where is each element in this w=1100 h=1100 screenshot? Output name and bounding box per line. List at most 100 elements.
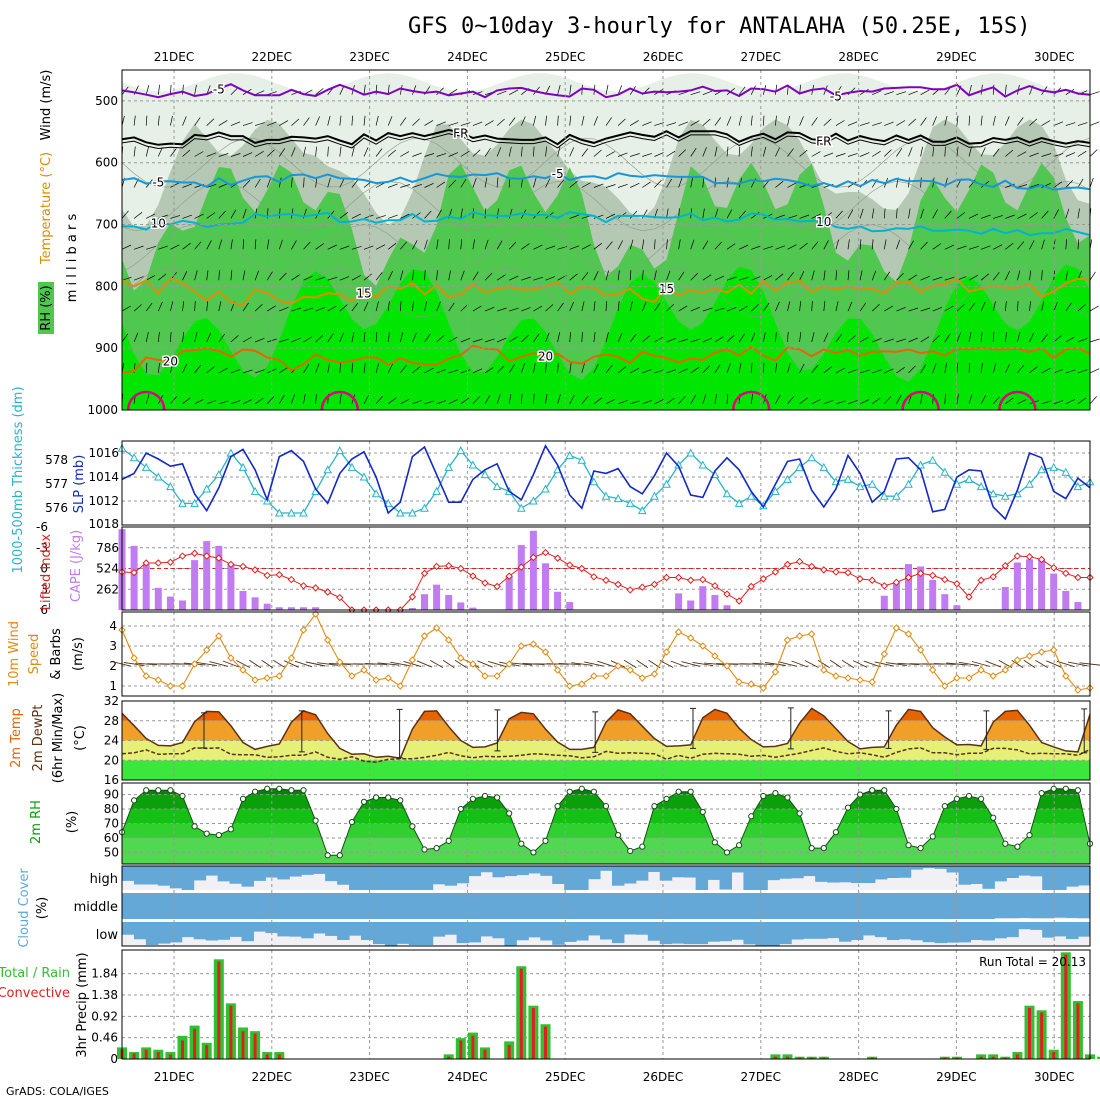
wind-barb: [206, 118, 215, 126]
wind-barb: [242, 302, 249, 312]
wind-barb: [327, 115, 331, 126]
wind-barb: [206, 212, 216, 219]
wind-barb: [1089, 368, 1100, 374]
wind-barb: [569, 214, 580, 219]
wind-speed-marker: [674, 628, 683, 636]
precip-convective-bar: [132, 1053, 136, 1059]
wind-barb: [1067, 661, 1088, 667]
cloud-bar-high: [958, 866, 971, 885]
wind-barb: [412, 152, 422, 157]
cloud-bar-high: [480, 866, 493, 873]
precip-convective-bar: [1028, 1007, 1031, 1059]
wind-barb: [1005, 149, 1014, 157]
wind-barb: [303, 393, 306, 404]
rh-marker: [1002, 840, 1009, 847]
cloud-bar-low: [743, 922, 756, 945]
cape-bar: [203, 541, 211, 610]
wind-barb: [581, 148, 589, 157]
wind-barb: [472, 208, 475, 219]
wind-barb: [690, 367, 700, 374]
thickness-marker: [299, 508, 308, 517]
wind-speed-marker: [154, 676, 163, 684]
rh-marker: [445, 837, 452, 844]
lifted-index-marker: [650, 580, 659, 589]
cloud-bar-middle: [564, 893, 577, 919]
precip-convective-bar: [483, 1049, 487, 1059]
cape-bar: [1062, 590, 1070, 610]
wind-barb: [690, 306, 701, 312]
thickness-tick-label: 577: [45, 477, 68, 491]
temp-tick-label: 16: [104, 773, 119, 787]
cloud-bar-low: [384, 922, 398, 946]
wind-barb: [896, 91, 907, 96]
wind-barb: [545, 332, 550, 343]
wind-barb: [284, 660, 299, 668]
cloud-bar-high: [564, 866, 577, 890]
cloud-bar-middle: [982, 893, 995, 919]
wind-barb: [1004, 116, 1010, 126]
cloud-bar-middle: [635, 893, 649, 919]
li-tick-label: 6: [40, 603, 48, 617]
panel-frame: [121, 611, 1091, 697]
thickness-marker: [202, 484, 212, 493]
wind-barb: [932, 306, 943, 312]
wind-barb: [859, 152, 870, 157]
wind-barb: [956, 393, 959, 404]
cloud-bar-middle: [444, 893, 458, 919]
thickness-marker: [867, 479, 877, 488]
cloud-layer-label: middle: [74, 900, 118, 915]
cloud-bar-high: [169, 866, 183, 889]
cloud-bar-middle: [157, 893, 171, 919]
wind-barb: [509, 89, 519, 96]
cloud-bar-high: [265, 866, 278, 878]
cloud-bar-low: [1006, 922, 1019, 938]
cloud-bar-low: [779, 922, 792, 945]
wind-barb: [272, 659, 286, 669]
wind-barb: [896, 208, 898, 219]
cape-bar: [421, 594, 428, 610]
cloud-bar-high: [205, 866, 219, 876]
rh-marker: [469, 795, 476, 803]
wind-barb: [787, 244, 797, 250]
precip-convective-bar: [241, 1031, 245, 1059]
wind-barb: [811, 151, 821, 157]
wind-barb: [477, 660, 493, 668]
wind-barb: [569, 362, 572, 373]
wind-barb: [533, 244, 543, 250]
cloud-bar-middle: [301, 893, 314, 919]
wind-barb: [690, 394, 697, 404]
wind-barb: [787, 331, 789, 343]
wind-barb: [908, 90, 918, 96]
pressure-tick-label: 700: [95, 218, 118, 232]
wind-barb: [1046, 660, 1062, 668]
cloud-bar-middle: [683, 893, 697, 919]
wind-barb: [424, 120, 434, 126]
lifted-index-marker: [965, 593, 973, 601]
cloud-bar-middle: [181, 893, 195, 919]
wind-barb: [944, 276, 955, 281]
wind-barb: [315, 88, 324, 95]
wind-barb: [859, 239, 862, 250]
wind-barb: [908, 240, 914, 250]
wind-barb: [823, 332, 829, 343]
wind-barb: [654, 302, 661, 312]
wind-barb: [593, 363, 599, 374]
cloud-bar-middle: [862, 893, 876, 919]
run-total-label: Run Total = 20.13: [979, 955, 1086, 969]
cloud-bar-low: [157, 922, 171, 944]
lifted-index-marker: [626, 586, 634, 594]
cloud-bar-low: [994, 922, 1007, 939]
wind-speed-marker: [989, 672, 997, 680]
cloud-bar-middle: [898, 893, 912, 919]
wind-barb: [121, 305, 131, 312]
wind-barb: [799, 363, 805, 374]
wind-barb: [230, 369, 241, 374]
cloud-bar-middle: [349, 893, 362, 919]
cloud-bar-low: [982, 922, 995, 941]
thickness-tick-label: 578: [45, 453, 68, 467]
wind-barb: [762, 115, 765, 126]
wind-barb: [920, 336, 930, 343]
lifted-index-marker: [553, 554, 562, 562]
wind-barb: [218, 270, 220, 281]
cape-bar: [505, 575, 513, 610]
